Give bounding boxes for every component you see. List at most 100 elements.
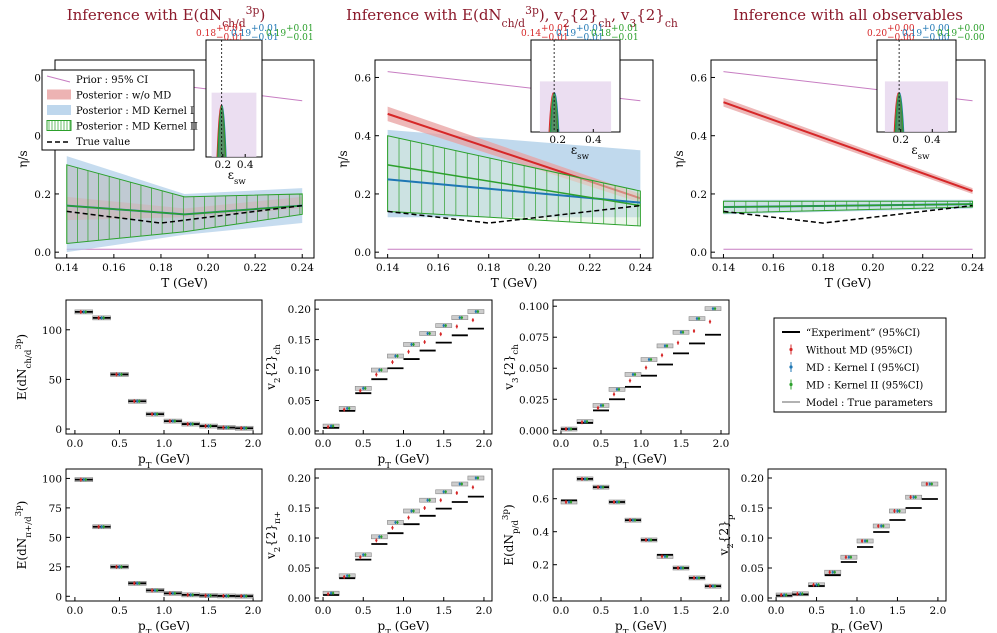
without-md-point [168,419,172,423]
kernel-i-point [153,589,157,592]
kernel-i-point [189,422,192,426]
kernel-ii-point [601,404,605,407]
kernel-i-point [100,316,103,320]
without-md-point [326,425,330,429]
kernel-i-point [378,368,381,372]
inset-x-tick-label: 0.2 [214,159,231,171]
kernel-ii-point [460,482,464,486]
kernel-i-point [583,420,587,423]
x-axis-label: pT (GeV) [138,619,190,633]
panel-title: Inference with E(dNch/d3p), v2{2}ch, v3{… [346,4,678,30]
x-tick-label: 0.14 [712,262,736,274]
kernel-i-point [362,387,365,390]
without-md-point [186,593,189,597]
without-md-point [860,539,864,543]
kernel-i-point [100,525,103,528]
kernel-i-point [242,427,246,430]
y-tick-label: 0.10 [288,365,311,377]
kernel-ii-point [681,331,685,334]
kernel-i-point [474,476,478,480]
kernel-i-point [171,592,175,595]
kernel-i-point [118,565,121,569]
without-md-point [375,373,378,376]
plot-frame [374,59,654,259]
legend-label: Posterior : MD Kernel I [76,106,194,117]
without-md-point [644,538,648,542]
without-md-point [580,477,584,481]
x-tick-label: 0.5 [593,605,610,617]
kernel-ii-point [801,592,804,595]
kernel-i-point [442,490,445,493]
y-tick-label: 25 [49,562,62,574]
y-tick-label: 0.4 [532,527,549,539]
x-tick-label: 1.5 [889,605,906,617]
kernel-ii-point [364,387,367,390]
kernel-ii-point [84,310,88,314]
x-tick-label: 0.20 [196,262,219,274]
without-md-point [628,518,632,522]
kernel-i-point [82,478,86,481]
without-md-point [439,332,442,336]
kernel-ii-point [460,316,464,319]
without-md-point [596,406,600,410]
without-md-point [708,584,712,588]
kernel-ii-point [476,310,480,313]
without-md-point [115,373,118,376]
kernel-ii-point [380,368,383,372]
without-md-point [644,366,648,369]
inset-x-tick-label: 0.4 [924,134,941,146]
kernel-i-point [426,332,429,335]
inset-x-tick-label: 0.4 [585,134,602,146]
kernel-i-point [153,412,157,416]
kernel-i-point [695,576,699,580]
kernel-ii-point [865,539,869,543]
kernel-i-point [615,388,619,391]
y-tick-label: 75 [49,503,62,515]
x-tick-label: 2.0 [476,438,493,450]
kernel-i-point [329,424,333,428]
kernel-i-point [583,477,587,481]
y-axis-label: v2{2}ch [264,344,283,391]
without-md-median [723,101,973,192]
y-tick-label: 0.05 [288,396,311,408]
inset-x-axis-label: εsw [228,168,247,187]
kernel-ii-point [665,344,669,348]
kernel-i-point [847,556,851,559]
kernel-i-point [711,584,715,588]
x-tick-label: 2.0 [245,438,262,450]
plot-frame [710,59,986,259]
x-axis-label: pT (GeV) [615,452,667,471]
without-md-point [628,379,632,382]
x-tick-label: 0.0 [553,605,570,617]
kernel-ii-point [209,594,212,597]
kernel-ii-point [227,426,230,429]
kernel-ii-point [155,589,159,592]
x-axis-label: T (GeV) [825,276,872,290]
y-tick-label: 0.15 [288,503,311,515]
without-md-point [391,526,394,529]
legend-label: Without MD (95%CI) [806,346,913,357]
kernel-i-point [394,354,397,358]
y-tick-label: 0.100 [519,301,549,313]
plot-frame [54,59,315,259]
y-tick-label: 0.2 [690,189,707,201]
kernel-ii-point [444,490,447,493]
kernel-i-point [207,594,210,597]
kernel-i-point [345,574,349,577]
without-md-point [925,482,929,486]
kernel-ii-point [585,477,589,481]
y-tick-label: 0.10 [741,533,764,545]
without-md-point [79,478,83,481]
kernel-i-point [225,594,228,598]
x-tick-label: 0.0 [315,605,332,617]
inset-value-upper: +0.01 [541,24,569,34]
inset-value-label: 0.18 [591,29,611,39]
x-tick-label: 0.24 [291,262,315,274]
kernel-ii-point [84,478,88,481]
kernel-i-point [118,373,121,376]
without-md-point [828,571,831,574]
inset-value-upper: +0.00 [887,24,915,34]
inset-value-lower: −0.01 [251,33,279,43]
inset-value-label: 0.18 [196,29,216,39]
kernel-ii-point [713,584,717,588]
